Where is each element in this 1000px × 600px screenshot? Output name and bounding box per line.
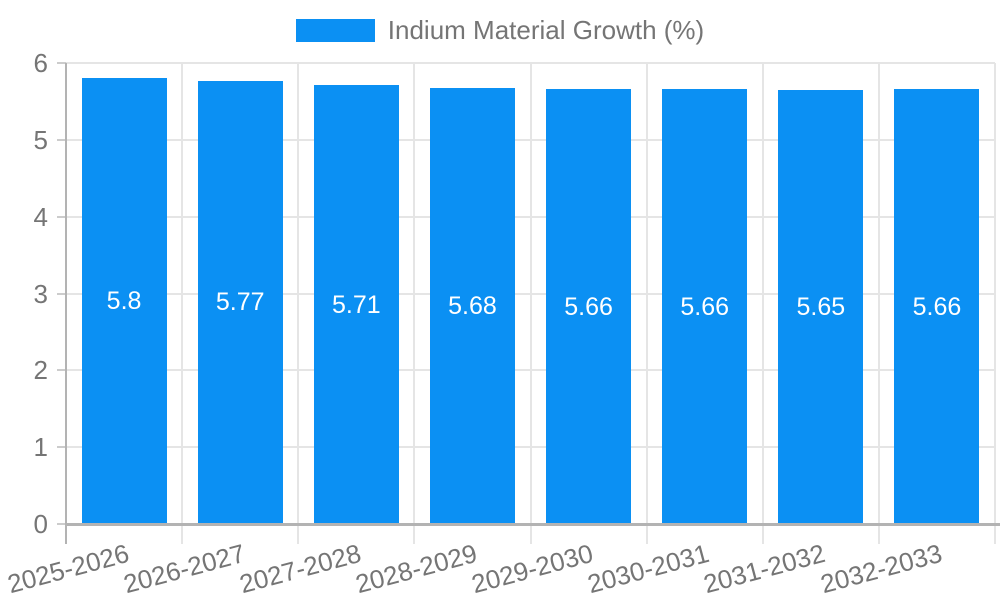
- bar-value-label: 5.65: [796, 292, 846, 321]
- v-gridline: [761, 63, 764, 544]
- v-gridline: [645, 63, 648, 544]
- v-gridline: [877, 63, 880, 544]
- y-axis-label: 4: [33, 201, 48, 232]
- bar[interactable]: [662, 89, 748, 524]
- y-tick: [57, 215, 66, 218]
- v-gridline: [529, 63, 532, 544]
- y-axis-label: 2: [33, 355, 48, 386]
- bar[interactable]: [197, 80, 283, 524]
- legend-label: Indium Material Growth (%): [387, 15, 705, 45]
- v-gridline: [413, 63, 416, 544]
- bar[interactable]: [81, 78, 167, 524]
- bar-value-label: 5.8: [106, 287, 142, 316]
- y-tick: [57, 62, 66, 64]
- bar[interactable]: [313, 85, 399, 524]
- x-axis-label: 2030-2031: [584, 538, 713, 600]
- bar-value-label: 5.77: [215, 288, 265, 317]
- bar-value-label: 5.66: [912, 292, 962, 321]
- y-tick: [57, 369, 66, 372]
- x-axis-label: 2028-2029: [352, 538, 481, 600]
- y-axis-line: [65, 63, 67, 544]
- x-axis-label: 2031-2032: [700, 538, 829, 600]
- bar-value-label: 5.66: [680, 292, 730, 321]
- y-tick: [57, 292, 66, 295]
- x-axis-label: 2029-2030: [468, 538, 597, 600]
- y-axis-label: 1: [33, 432, 48, 463]
- legend[interactable]: Indium Material Growth (%): [0, 16, 1000, 44]
- bar[interactable]: [546, 89, 632, 524]
- y-axis-label: 0: [33, 509, 48, 539]
- x-axis-label: 2032-2033: [816, 538, 945, 600]
- x-axis-line: [66, 523, 1000, 526]
- bar[interactable]: [429, 87, 515, 524]
- x-axis-label: 2026-2027: [120, 538, 248, 600]
- bar[interactable]: [894, 89, 980, 524]
- v-gridline: [994, 63, 996, 544]
- x-axis-label: 2027-2028: [236, 538, 365, 600]
- bar-value-label: 5.71: [331, 290, 381, 319]
- legend-swatch: [295, 18, 375, 42]
- y-tick: [57, 523, 66, 525]
- v-gridline: [181, 63, 184, 544]
- y-tick: [57, 446, 66, 449]
- y-axis-label: 6: [33, 48, 48, 78]
- bar-value-label: 5.68: [448, 291, 497, 320]
- bar-value-label: 5.66: [564, 292, 613, 321]
- v-gridline: [297, 63, 300, 544]
- x-axis-label: 2025-2026: [3, 538, 132, 600]
- y-tick: [57, 138, 66, 141]
- y-axis-label: 5: [33, 124, 48, 155]
- bar[interactable]: [778, 89, 864, 524]
- y-axis-label: 3: [33, 278, 48, 309]
